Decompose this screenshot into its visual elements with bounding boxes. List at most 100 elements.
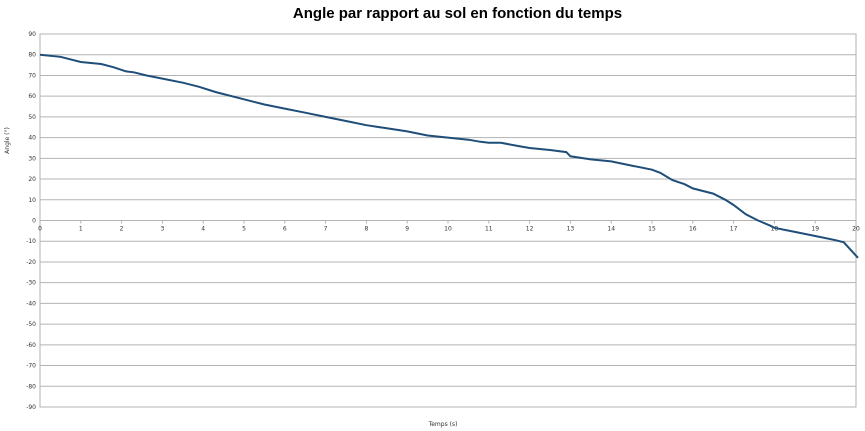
data-point [407,131,408,132]
data-point [835,240,836,241]
data-point [517,145,518,146]
x-tick-label: 6 [283,226,287,233]
x-tick-label: 17 [730,226,738,233]
data-point [113,67,114,68]
data-point [244,99,245,100]
data-point [386,128,387,129]
y-axis-label: Angle (°) [4,127,11,154]
data-point [794,231,795,232]
data-point [427,135,428,136]
y-tick-label: 80 [28,52,36,59]
x-tick-labels: 0 1 2 3 4 5 6 7 8 9 10 11 12 13 14 15 16 17 18 19 20 [38,226,860,233]
x-tick-label: 19 [811,226,819,233]
data-point [672,180,673,181]
y-tick-label: -30 [26,280,36,287]
y-tick-label: -80 [26,383,36,390]
x-tick-label: 13 [567,226,575,233]
x-tick-label: 0 [38,226,42,233]
data-point [611,161,612,162]
x-tick-label: 10 [444,226,452,233]
data-point [162,78,163,79]
y-tick-label: -20 [26,259,36,266]
data-point [480,141,481,142]
x-tick-label: 14 [607,226,615,233]
data-point [660,172,661,173]
x-tick-label: 2 [120,226,124,233]
data-point [468,139,469,140]
data-point [758,220,759,221]
data-point [501,142,502,143]
x-tick-label: 15 [648,226,656,233]
data-point [146,75,147,76]
x-tick-label: 3 [160,226,164,233]
x-tick-label: 20 [852,226,860,233]
x-tick-label: 1 [79,226,83,233]
x-tick-label: 16 [689,226,697,233]
data-point [325,116,326,117]
y-tick-label: 10 [28,197,36,204]
x-tick-label: 18 [771,226,779,233]
data-point [488,142,489,143]
y-tick-label: 90 [28,31,36,38]
data-point [692,188,693,189]
y-tick-label: 50 [28,114,36,121]
data-point [215,92,216,93]
x-tick-label: 11 [485,226,493,233]
data-point [713,193,714,194]
data-point [199,86,200,87]
data-point [843,242,844,243]
data-point [566,152,567,153]
x-tick-label: 9 [405,226,409,233]
data-point [631,165,632,166]
data-point [774,227,775,228]
data-point [133,72,134,73]
data-point [448,137,449,138]
data-point [366,125,367,126]
y-tick-label: -60 [26,342,36,349]
y-tick-label: -70 [26,363,36,370]
y-tick-label: 30 [28,155,36,162]
x-tick-label: 8 [364,226,368,233]
data-point [40,54,41,55]
y-tick-label: 20 [28,176,36,183]
data-point [725,199,726,200]
data-point [80,61,81,62]
y-tick-label: 0 [32,218,36,225]
data-point [182,82,183,83]
data-point [125,71,126,72]
data-point [652,169,653,170]
x-tick-label: 7 [324,226,328,233]
data-point [745,214,746,215]
x-tick-label: 4 [201,226,205,233]
chart-title: Angle par rapport au sol en fonction du … [292,5,623,22]
x-tick-label: 12 [526,226,534,233]
data-point [815,236,816,237]
data-point [264,104,265,105]
data-point [284,108,285,109]
y-tick-label: 70 [28,72,36,79]
data-point [101,64,102,65]
data-point [305,112,306,113]
data-point [550,150,551,151]
data-point [570,156,571,157]
data-point [346,121,347,122]
data-point [529,147,530,148]
x-axis-label: Temps (s) [428,421,458,428]
data-point [733,204,734,205]
data-point [858,257,859,258]
y-tick-labels: 90 80 70 60 50 40 30 20 10 0 -10 -20 -30 -40 -50 -60 -70… [26,31,36,411]
data-point [60,56,61,57]
data-point [684,184,685,185]
data-point [590,159,591,160]
data-point [770,225,771,226]
data-point [700,190,701,191]
y-tick-label: -90 [26,404,36,411]
y-tick-label: -10 [26,238,36,245]
y-tick-label: 40 [28,135,36,142]
y-tick-label: -50 [26,321,36,328]
y-tick-label: -40 [26,300,36,307]
x-tick-label: 5 [242,226,246,233]
data-point [856,255,857,256]
axes [39,33,857,408]
